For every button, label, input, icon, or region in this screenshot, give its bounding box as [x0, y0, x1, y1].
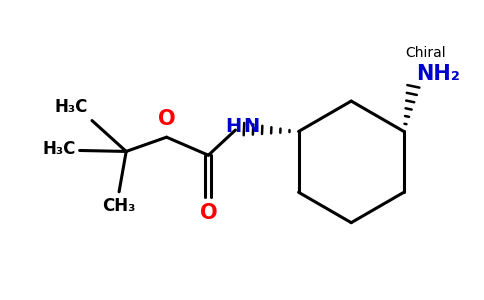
Text: CH₃: CH₃: [103, 196, 136, 214]
Text: H: H: [226, 117, 242, 136]
Text: N: N: [243, 117, 259, 136]
Text: Chiral: Chiral: [405, 46, 446, 60]
Text: H₃C: H₃C: [55, 98, 88, 116]
Text: O: O: [158, 109, 175, 129]
Text: NH₂: NH₂: [416, 64, 460, 84]
Text: O: O: [199, 203, 217, 223]
Text: H₃C: H₃C: [43, 140, 76, 158]
